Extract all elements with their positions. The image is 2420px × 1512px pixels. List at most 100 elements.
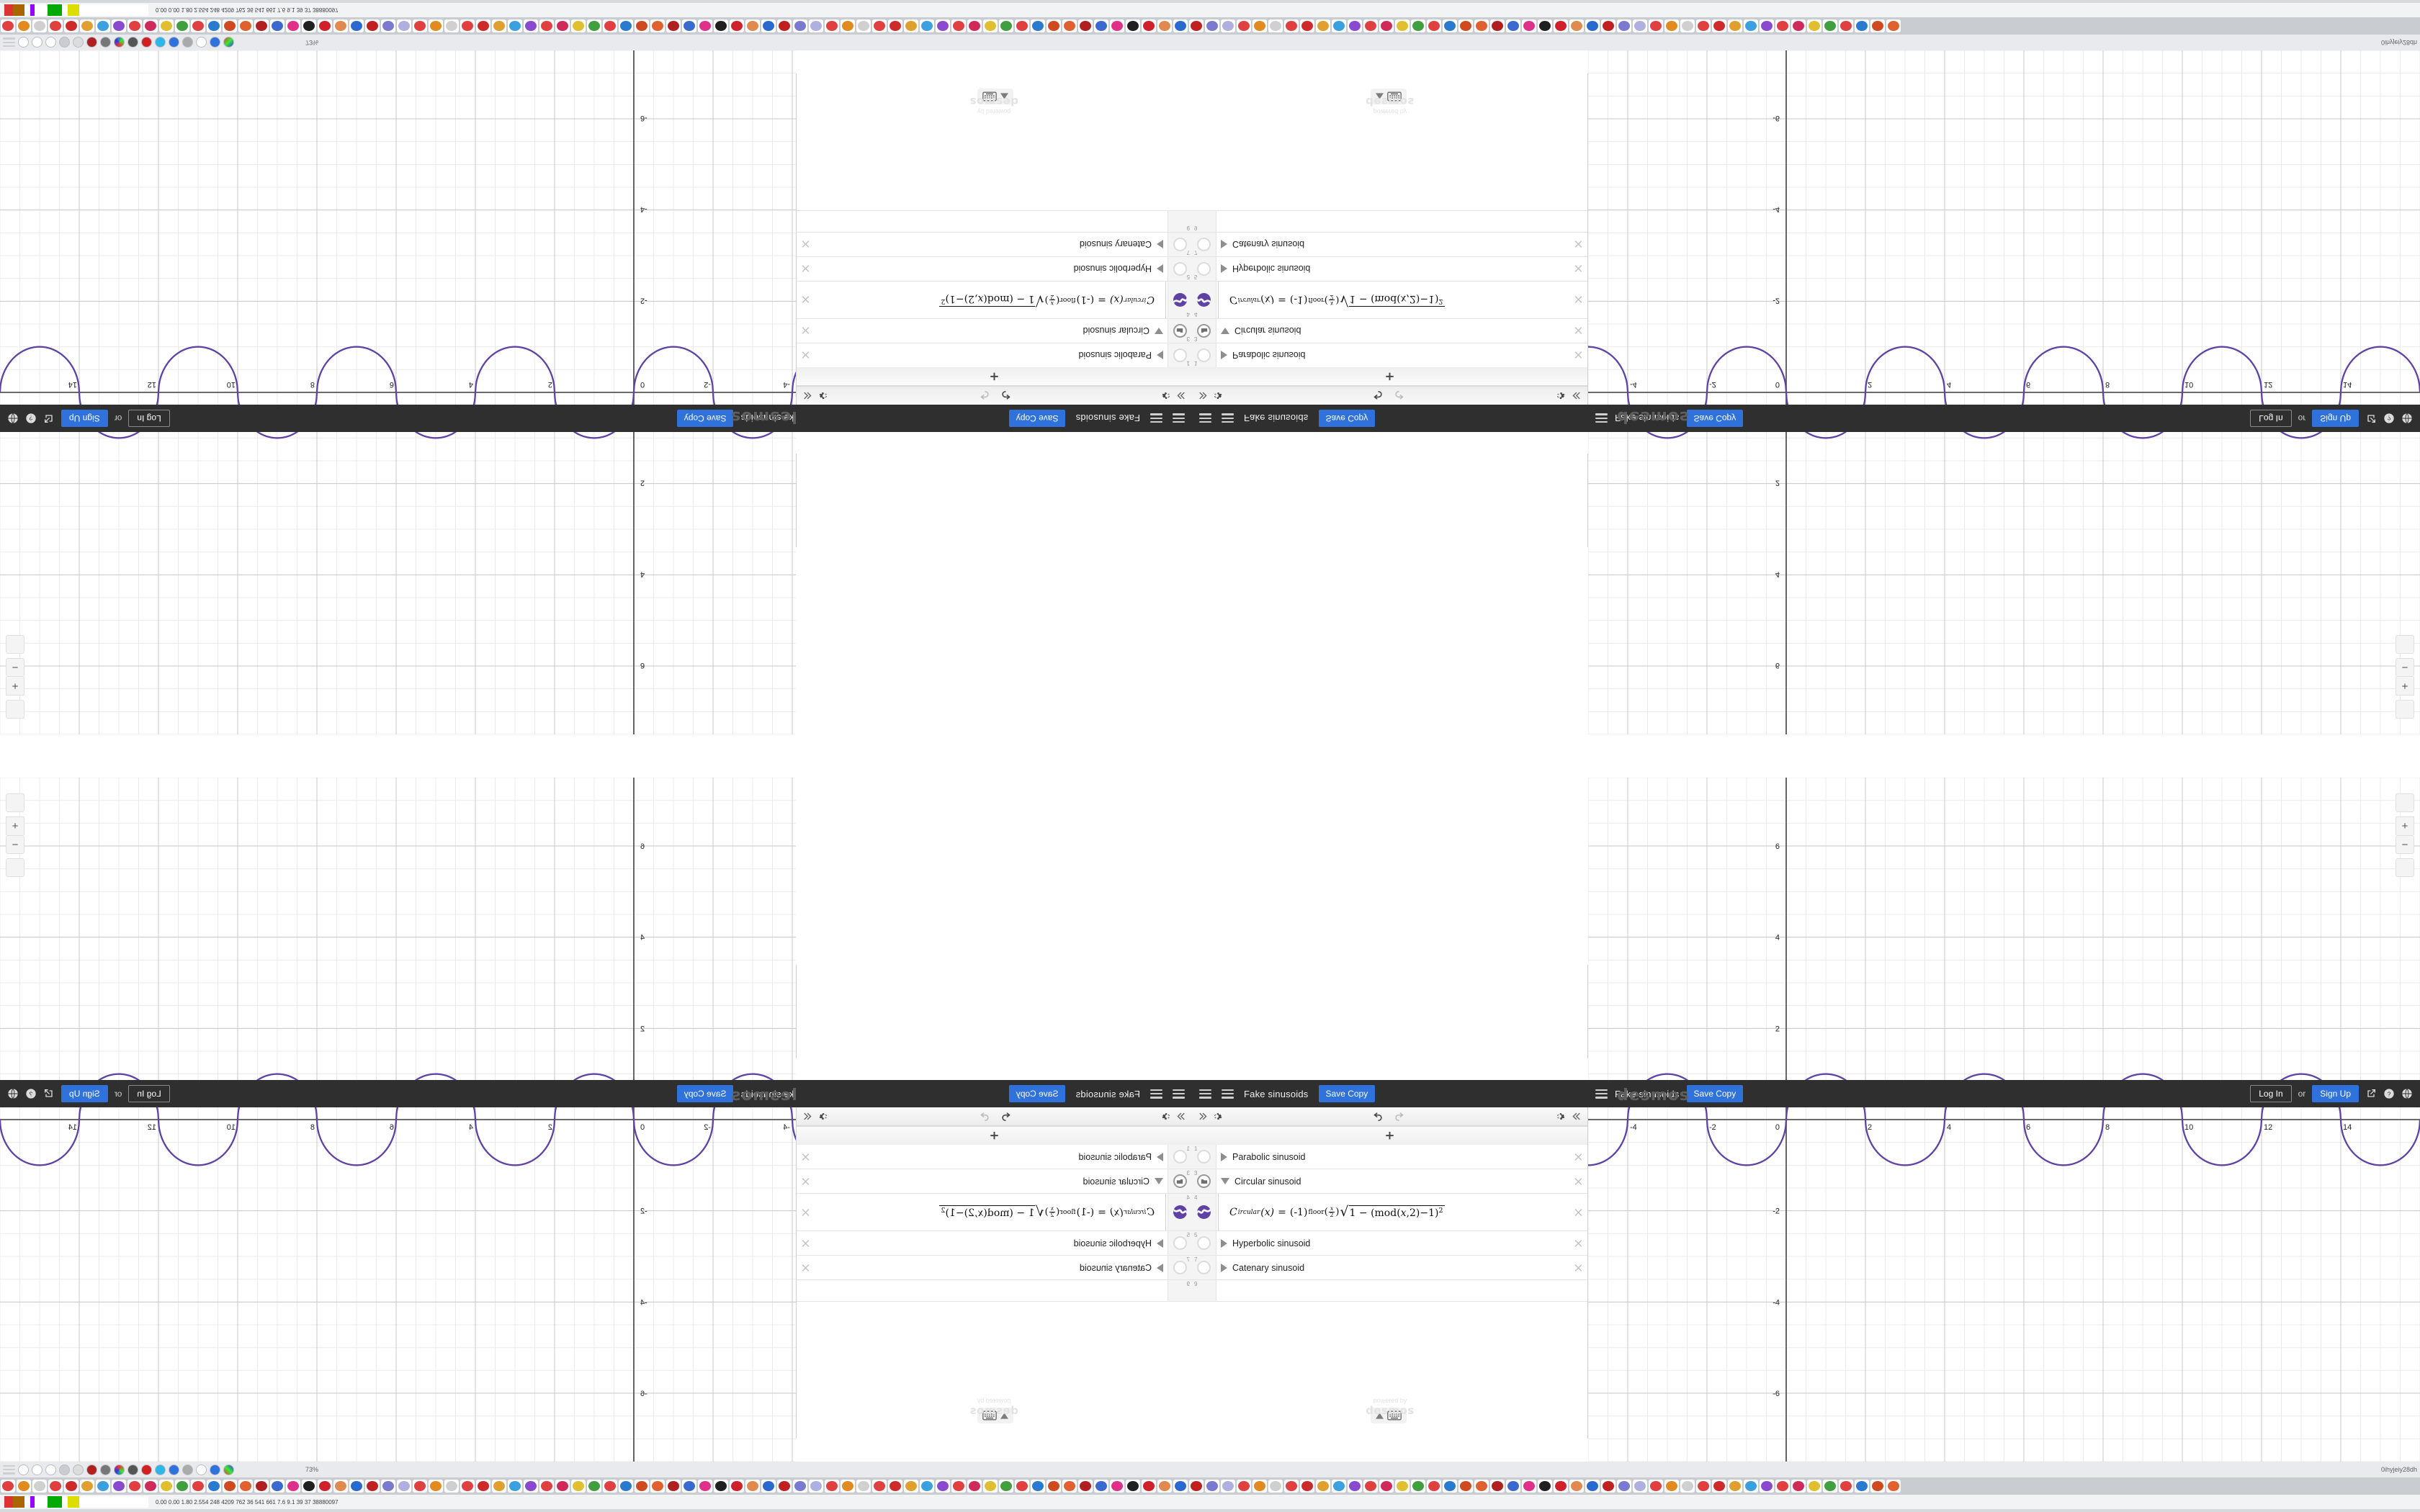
expression-row-blank[interactable]: 9 xyxy=(1192,1280,1587,1302)
globe-language-icon[interactable] xyxy=(2401,413,2413,424)
browser-tab-favicon[interactable] xyxy=(127,19,142,32)
browser-tab-favicon[interactable] xyxy=(270,19,284,32)
book-icon[interactable] xyxy=(100,37,111,48)
share-icon[interactable] xyxy=(43,413,55,424)
expression-row-folder[interactable]: 5 Hyperbolic sinusoid xyxy=(1192,1231,1587,1256)
browser-tab-favicon[interactable] xyxy=(1696,1480,1711,1493)
browser-tab-favicon[interactable] xyxy=(1126,19,1140,32)
browser-tab-favicon[interactable] xyxy=(270,1480,284,1493)
caret-down-icon[interactable] xyxy=(1221,1178,1229,1184)
delete-row-icon[interactable] xyxy=(1573,350,1584,361)
gear-icon[interactable] xyxy=(18,37,29,48)
caret-right-icon[interactable] xyxy=(1221,1238,1227,1248)
browser-tab-favicon[interactable] xyxy=(1142,1480,1156,1493)
hamburger-icon-2[interactable] xyxy=(1222,413,1234,423)
browser-tab-favicon[interactable] xyxy=(761,19,776,32)
browser-tab-favicon[interactable] xyxy=(1300,1480,1314,1493)
expression-row-folder[interactable]: 7 Catenary sinusoid xyxy=(1192,1256,1587,1280)
browser-tab-favicon[interactable] xyxy=(1870,1480,1885,1493)
browser-tab-favicon[interactable] xyxy=(1569,1480,1584,1493)
browser-tab-favicon[interactable] xyxy=(635,19,649,32)
sign-up-button[interactable]: Sign Up xyxy=(2312,1085,2359,1102)
add-expression-row[interactable] xyxy=(1192,1126,1587,1145)
browser-toolbar[interactable]: 73% 0ihyjeiy28dh xyxy=(0,1462,2420,1477)
keyboard-toggle[interactable] xyxy=(1371,1408,1407,1423)
browser-tab-favicon[interactable] xyxy=(1268,19,1283,32)
browser-tab-favicon[interactable] xyxy=(951,19,966,32)
browser-tabstrip[interactable] xyxy=(0,17,2420,35)
browser-tab-favicon[interactable] xyxy=(96,19,110,32)
browser-tab-favicon[interactable] xyxy=(1696,19,1711,32)
graph-title[interactable]: Fake sinusoids xyxy=(1244,413,1309,424)
caret-up-icon[interactable] xyxy=(1000,93,1008,100)
log-in-button[interactable]: Log In xyxy=(128,410,170,427)
hamburger-icon[interactable] xyxy=(1595,1089,1608,1099)
chevrons-right-icon[interactable] xyxy=(1176,390,1187,401)
browser-tab-favicon[interactable] xyxy=(238,19,253,32)
translate-icon[interactable] xyxy=(292,37,302,48)
browser-tab-favicon[interactable] xyxy=(1855,19,1869,32)
browser-tab-favicon[interactable] xyxy=(1728,1480,1742,1493)
browser-tab-favicon[interactable] xyxy=(1712,1480,1726,1493)
browser-tab-favicon[interactable] xyxy=(1411,1480,1425,1493)
browser-tab-favicon[interactable] xyxy=(1522,19,1536,32)
folder-title[interactable]: Circular sinusoid xyxy=(1083,1176,1150,1187)
expression-swatch[interactable] xyxy=(1173,348,1187,362)
caret-up-icon[interactable] xyxy=(1000,1412,1008,1419)
expression-row-blank[interactable]: 9 xyxy=(797,1280,1192,1302)
undo-arrow-icon[interactable] xyxy=(1001,390,1012,401)
zoom-out-button[interactable]: − xyxy=(6,835,24,854)
keyboard-toggle[interactable] xyxy=(1371,89,1407,104)
browser-tab-favicon[interactable] xyxy=(381,19,395,32)
browser-tab-favicon[interactable] xyxy=(1443,1480,1457,1493)
hamburger-icon[interactable] xyxy=(1199,413,1211,423)
browser-tab-favicon[interactable] xyxy=(381,1480,395,1493)
caret-right-icon[interactable] xyxy=(1157,1263,1163,1272)
hamburger-icon[interactable] xyxy=(1173,413,1185,423)
browser-tab-favicon[interactable] xyxy=(207,19,221,32)
browser-tab-favicon[interactable] xyxy=(745,19,760,32)
browser-tab-favicon[interactable] xyxy=(429,19,443,32)
reload-icon[interactable] xyxy=(251,37,261,48)
hamburger-icon-2[interactable] xyxy=(1222,1089,1234,1099)
curve-color-swatch[interactable] xyxy=(1197,293,1211,307)
browser-tab-favicon[interactable] xyxy=(143,1480,158,1493)
gear-icon-right[interactable] xyxy=(1554,390,1565,401)
chevrons-right-icon[interactable] xyxy=(1197,1111,1208,1122)
shield-icon[interactable] xyxy=(86,1464,97,1475)
caret-right-icon[interactable] xyxy=(1157,240,1163,249)
browser-tab-favicon[interactable] xyxy=(571,1480,586,1493)
browser-tab-favicon[interactable] xyxy=(967,1480,982,1493)
browser-tab-favicon[interactable] xyxy=(761,1480,776,1493)
browser-tab-favicon[interactable] xyxy=(1601,19,1615,32)
keyboard-toggle[interactable] xyxy=(977,89,1013,104)
browser-tab-favicon[interactable] xyxy=(159,19,174,32)
browser-tab-favicon[interactable] xyxy=(1237,1480,1251,1493)
browser-tab-favicon[interactable] xyxy=(223,19,237,32)
browser-tab-favicon[interactable] xyxy=(920,1480,934,1493)
folder-title[interactable]: Hyperbolic sinusoid xyxy=(1073,1238,1152,1248)
browser-tab-favicon[interactable] xyxy=(841,1480,855,1493)
browser-tab-favicon[interactable] xyxy=(1443,19,1457,32)
chevrons-right-icon[interactable] xyxy=(1176,1111,1187,1122)
browser-tab-favicon[interactable] xyxy=(1316,1480,1330,1493)
folder-title[interactable]: Catenary sinusoid xyxy=(1079,239,1152,250)
browser-tab-favicon[interactable] xyxy=(1379,19,1394,32)
log-in-button[interactable]: Log In xyxy=(128,1085,170,1102)
globe-language-icon[interactable] xyxy=(7,1088,19,1099)
back-arrow-icon[interactable] xyxy=(264,37,275,48)
browser-tab-favicon[interactable] xyxy=(888,19,902,32)
browser-tab-favicon[interactable] xyxy=(666,1480,681,1493)
curve-color-swatch[interactable] xyxy=(1173,1205,1187,1219)
browser-tab-favicon[interactable] xyxy=(872,19,887,32)
save-copy-button[interactable]: Save Copy xyxy=(1318,1085,1376,1102)
browser-tab-favicon[interactable] xyxy=(1807,19,1821,32)
browser-tab-favicon[interactable] xyxy=(112,19,126,32)
sign-up-button[interactable]: Sign Up xyxy=(2312,410,2359,427)
browser-tab-favicon[interactable] xyxy=(413,1480,427,1493)
browser-tab-favicon[interactable] xyxy=(1205,1480,1219,1493)
expression-row-folder[interactable]: 3 Circular sinusoid xyxy=(1192,318,1587,343)
